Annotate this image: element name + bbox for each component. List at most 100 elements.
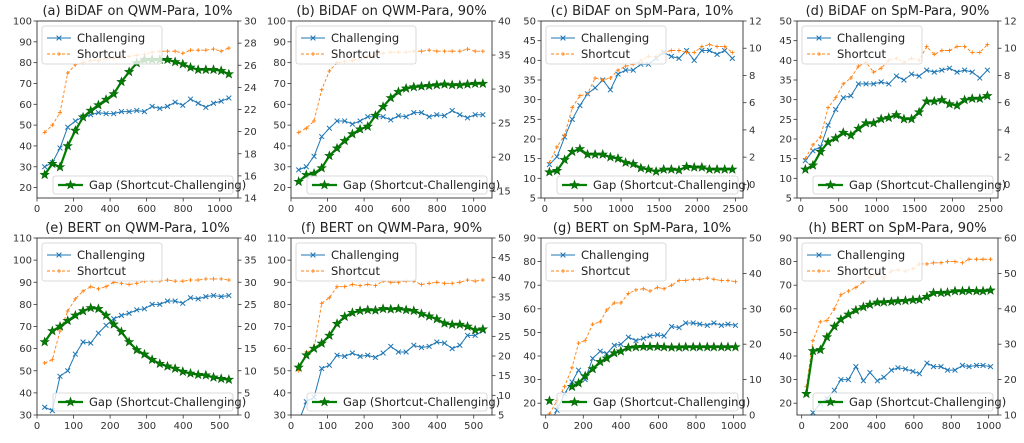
- series-challenging: [300, 328, 486, 415]
- gap-point: [93, 99, 104, 110]
- gap-point: [108, 318, 119, 329]
- gap-point: [192, 64, 204, 75]
- gap-point: [722, 341, 734, 352]
- legend-box: [295, 242, 417, 282]
- x-tick-label: 2500: [978, 204, 1003, 215]
- gap-point: [423, 80, 435, 91]
- y-tick-label: 80: [273, 58, 286, 69]
- gap-point: [446, 79, 458, 90]
- y-tick-label: 90: [779, 234, 792, 245]
- shortcut-point: [677, 278, 682, 283]
- challenging-point: [633, 337, 639, 344]
- x-tick-label: 0: [288, 204, 294, 215]
- challenging-point: [326, 362, 333, 368]
- shortcut-point: [583, 338, 588, 343]
- challenging-point: [668, 53, 675, 60]
- gap-point: [830, 132, 841, 143]
- shortcut-point: [711, 277, 716, 282]
- shortcut-point: [699, 44, 704, 49]
- subplot-e: (e) BERT on QWM-Para, 10%0 100 200 300 400 50…: [13, 221, 257, 432]
- shortcut-point: [442, 49, 447, 54]
- shortcut-point: [705, 276, 710, 281]
- gap-point: [316, 162, 327, 173]
- shortcut-point: [427, 281, 432, 286]
- series-line: [43, 58, 230, 176]
- shortcut-point: [203, 276, 208, 281]
- gap-point: [573, 377, 584, 388]
- challenging-point: [697, 321, 703, 327]
- subplot-title: (g) BERT on SpM-Para, 10%: [553, 221, 731, 236]
- challenging-point: [690, 320, 696, 326]
- gap-point: [963, 285, 975, 296]
- gap-point: [39, 169, 50, 180]
- challenging-point: [418, 109, 425, 116]
- challenging-point: [878, 79, 884, 85]
- shortcut-point: [733, 279, 738, 284]
- y2-tick-label: 20: [498, 153, 511, 164]
- series-gap: [544, 341, 741, 406]
- shortcut-point: [373, 283, 378, 288]
- shortcut-point: [342, 284, 347, 289]
- y2-tick-label: 24: [244, 83, 257, 94]
- x-tick-label: 0: [34, 204, 40, 215]
- y-tick-label: 30: [779, 95, 792, 106]
- gap-point: [807, 345, 819, 356]
- gap-point: [835, 313, 847, 324]
- gap-point: [959, 94, 970, 105]
- gap-point: [454, 319, 466, 329]
- challenging-point: [668, 323, 675, 330]
- gap-point: [815, 344, 826, 355]
- axes-frame: [290, 237, 493, 416]
- shortcut-point: [188, 278, 193, 283]
- legend-box: [556, 175, 739, 195]
- y-tick-label: 60: [19, 344, 32, 355]
- shortcut-point: [42, 361, 47, 366]
- gap-point: [169, 363, 181, 373]
- y-tick-label: 30: [523, 95, 536, 106]
- challenging-point: [855, 81, 862, 87]
- y2-tick-label: 2: [1004, 153, 1010, 164]
- legend-label-shortcut: Shortcut: [581, 47, 630, 61]
- gap-point: [362, 121, 373, 131]
- gap-point: [85, 105, 96, 116]
- challenging-point: [434, 339, 440, 345]
- gap-point: [215, 65, 227, 76]
- x-tick-label: 100: [318, 421, 337, 432]
- challenging-point: [141, 306, 148, 312]
- legend-label-challenging: Challenging: [581, 248, 649, 262]
- gap-point: [858, 301, 869, 312]
- legend-top: Challenging Shortcut: [801, 242, 923, 282]
- shortcut-point: [473, 49, 478, 54]
- challenging-point: [676, 324, 682, 331]
- gap-point: [800, 163, 811, 174]
- challenging-point: [977, 75, 983, 81]
- x-tick-label: 1500: [646, 204, 671, 215]
- series-gap: [293, 78, 489, 187]
- challenging-point: [908, 71, 915, 77]
- challenging-point: [118, 108, 125, 115]
- x-tick-label: 100: [64, 421, 83, 432]
- gap-point: [439, 317, 450, 328]
- gap-point: [878, 296, 890, 307]
- challenging-point: [888, 367, 895, 373]
- y-tick-label: 40: [273, 141, 286, 152]
- challenging-point: [303, 164, 310, 170]
- y-tick-label: 40: [523, 352, 536, 363]
- y2-tick-label: 30: [749, 304, 762, 315]
- gap-point: [308, 343, 320, 353]
- challenging-point: [930, 363, 937, 370]
- gap-point: [200, 64, 212, 75]
- challenging-point: [149, 301, 155, 308]
- legend-top: Challenging Shortcut: [545, 25, 667, 65]
- challenging-point: [318, 365, 325, 372]
- challenging-point: [729, 55, 736, 62]
- gap-point: [719, 163, 730, 174]
- plot-area: [39, 46, 235, 180]
- legend-top: Challenging Shortcut: [41, 25, 163, 65]
- gap-point: [579, 370, 591, 381]
- legend-label-challenging: Challenging: [331, 31, 399, 45]
- shortcut-point: [824, 318, 829, 323]
- shortcut-point: [939, 48, 944, 53]
- challenging-point: [560, 252, 566, 258]
- shortcut-point: [312, 118, 317, 123]
